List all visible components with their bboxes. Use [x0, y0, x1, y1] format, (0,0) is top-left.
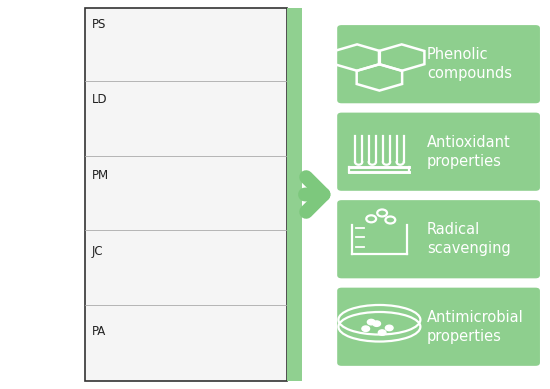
Text: LD: LD	[92, 93, 107, 106]
FancyBboxPatch shape	[337, 288, 540, 366]
FancyBboxPatch shape	[337, 200, 540, 279]
Text: Antimicrobial
properties: Antimicrobial properties	[427, 310, 524, 344]
Text: Antioxidant
properties: Antioxidant properties	[427, 135, 511, 169]
Circle shape	[386, 325, 393, 331]
Circle shape	[378, 330, 386, 335]
FancyBboxPatch shape	[337, 113, 540, 191]
Text: PA: PA	[92, 325, 106, 338]
Text: Radical
scavenging: Radical scavenging	[427, 222, 511, 256]
Text: JC: JC	[92, 245, 103, 258]
Text: PS: PS	[92, 18, 106, 30]
Text: PM: PM	[92, 169, 109, 182]
Text: Phenolic
compounds: Phenolic compounds	[427, 47, 512, 81]
Circle shape	[373, 321, 381, 326]
FancyBboxPatch shape	[287, 8, 302, 381]
Circle shape	[367, 319, 375, 325]
FancyBboxPatch shape	[85, 8, 287, 381]
Circle shape	[362, 326, 370, 331]
FancyBboxPatch shape	[337, 25, 540, 103]
